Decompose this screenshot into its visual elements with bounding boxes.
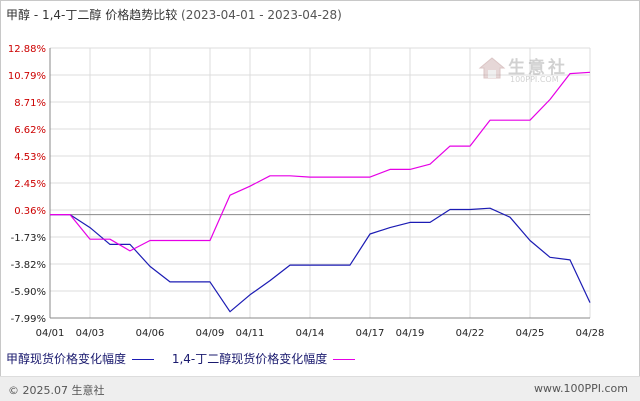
y-tick-label: -5.90% bbox=[11, 287, 46, 298]
legend-item-methanol: 甲醇现货价格变化幅度 bbox=[6, 350, 155, 367]
chart-legend: 甲醇现货价格变化幅度 1,4-丁二醇现货价格变化幅度 bbox=[6, 350, 369, 367]
watermark-url: 100PPI.COM bbox=[510, 75, 559, 84]
footer-site-link[interactable]: www.100PPI.com bbox=[534, 382, 628, 395]
house-logo-icon bbox=[478, 57, 506, 79]
x-tick-label: 04/17 bbox=[356, 328, 385, 339]
y-tick-label: 8.71% bbox=[14, 98, 46, 109]
x-tick-label: 04/06 bbox=[136, 328, 165, 339]
legend-label-methanol: 甲醇现货价格变化幅度 bbox=[6, 352, 127, 366]
x-tick-label: 04/22 bbox=[456, 328, 485, 339]
x-tick-label: 04/03 bbox=[76, 328, 105, 339]
x-tick-label: 04/11 bbox=[236, 328, 265, 339]
y-tick-label: 0.36% bbox=[14, 206, 46, 217]
chart-date-range: (2023-04-01 - 2023-04-28) bbox=[181, 8, 342, 22]
y-tick-label: 12.88% bbox=[8, 44, 46, 55]
x-tick-label: 04/28 bbox=[576, 328, 605, 339]
y-tick-label: -7.99% bbox=[11, 314, 46, 325]
y-tick-label: 4.53% bbox=[14, 152, 46, 163]
watermark-logo: 生意社 100PPI.COM bbox=[478, 52, 578, 92]
footer-copyright: © 2025.07 生意社 bbox=[8, 384, 105, 397]
y-tick-label: -1.73% bbox=[11, 233, 46, 244]
legend-swatch-methanol bbox=[132, 359, 155, 360]
chart-title-text: 甲醇 - 1,4-丁二醇 价格趋势比较 bbox=[6, 8, 178, 22]
y-tick-label: 6.62% bbox=[14, 125, 46, 136]
watermark-text: 生意社 bbox=[508, 58, 568, 78]
legend-item-bdo: 1,4-丁二醇现货价格变化幅度 bbox=[171, 350, 356, 367]
y-tick-label: -3.82% bbox=[11, 260, 46, 271]
legend-swatch-bdo bbox=[333, 359, 356, 360]
series-line-methanol bbox=[50, 207, 591, 313]
x-tick-label: 04/25 bbox=[516, 328, 545, 339]
series-line-bdo bbox=[50, 71, 591, 252]
x-tick-label: 04/01 bbox=[36, 328, 65, 339]
legend-label-bdo: 1,4-丁二醇现货价格变化幅度 bbox=[171, 352, 328, 366]
x-tick-label: 04/09 bbox=[196, 328, 225, 339]
y-tick-label: 10.79% bbox=[8, 71, 46, 82]
x-tick-label: 04/14 bbox=[296, 328, 325, 339]
chart-title: 甲醇 - 1,4-丁二醇 价格趋势比较 (2023-04-01 - 2023-0… bbox=[6, 6, 342, 23]
y-tick-label: 2.45% bbox=[14, 179, 46, 190]
footer-bar: © 2025.07 生意社 www.100PPI.com bbox=[0, 376, 640, 401]
x-tick-label: 04/19 bbox=[396, 328, 425, 339]
